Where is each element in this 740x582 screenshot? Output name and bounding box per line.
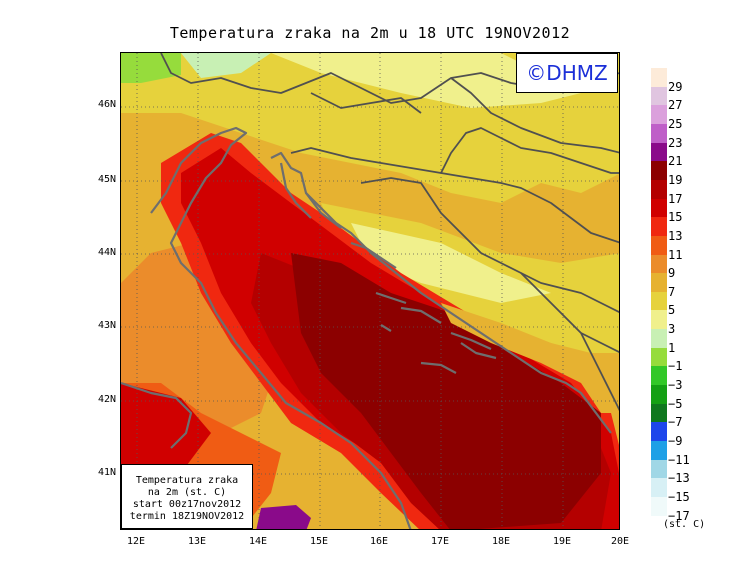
lat-tick-43n: 43N	[97, 320, 116, 331]
lon-tick-17e: 17E	[430, 536, 450, 547]
legend-swatch	[651, 217, 667, 237]
field-nw-pale-green	[181, 53, 271, 78]
legend-swatch	[651, 366, 667, 386]
legend-label: 13	[668, 228, 683, 243]
legend-label: −7	[668, 415, 683, 430]
lat-tick-44n: 44N	[97, 247, 116, 258]
lat-tick-42n: 42N	[97, 394, 116, 405]
legend-swatch	[651, 291, 667, 311]
lon-tick-19e: 19E	[552, 536, 572, 547]
lon-tick-13e: 13E	[187, 536, 207, 547]
lat-tick-46n: 46N	[97, 99, 116, 110]
legend-swatch	[651, 310, 667, 330]
legend-label: 15	[668, 210, 683, 225]
legend-label: −9	[668, 434, 683, 448]
legend-swatch	[651, 422, 667, 442]
field-italy-south-red	[121, 383, 211, 483]
lon-tick-20e: 20E	[610, 536, 630, 547]
legend-label: 29	[668, 79, 683, 94]
legend-label: 25	[668, 116, 683, 131]
legend-swatch	[651, 123, 667, 144]
info-line-1: Temperatura zraka	[135, 475, 239, 486]
legend-swatch	[651, 441, 667, 461]
dhmz-logo: ©DHMZ	[516, 53, 618, 93]
legend-label: 11	[668, 247, 683, 262]
field-purple-patch	[256, 505, 311, 529]
field-nw-green	[121, 53, 181, 83]
legend-label: −1	[668, 359, 683, 374]
legend-label: −17	[668, 508, 690, 523]
field-north-pale	[271, 53, 581, 108]
legend-label: −5	[668, 396, 683, 411]
legend-label: 21	[668, 154, 683, 169]
lon-tick-16e: 16E	[369, 536, 389, 547]
legend-swatch	[651, 142, 667, 162]
field-balkan-coast	[441, 303, 619, 413]
legend-label: 1	[668, 340, 676, 355]
legend-swatch	[651, 347, 667, 367]
legend-swatch	[651, 198, 667, 218]
legend-label: −3	[668, 378, 683, 393]
legend-label: 3	[668, 322, 676, 337]
info-line-2: na 2m (st. C)	[147, 487, 227, 498]
legend-label: 9	[668, 266, 676, 281]
legend-swatch	[651, 385, 667, 405]
legend-swatch	[651, 403, 667, 423]
legend-swatch	[651, 254, 667, 274]
legend-swatch	[651, 329, 667, 349]
legend-label: 7	[668, 284, 676, 299]
lat-tick-41n: 41N	[97, 467, 116, 478]
map-title: Temperatura zraka na 2m u 18 UTC 19NOV20…	[169, 24, 571, 42]
field-inland-pale	[351, 223, 551, 303]
legend-swatch	[651, 235, 667, 255]
legend-units: (st. C)	[663, 519, 706, 530]
lon-tick-15e: 15E	[309, 536, 329, 547]
legend-label: 5	[668, 303, 676, 318]
info-line-4: termin 18Z19NOV2012	[129, 511, 245, 522]
temperature-map	[120, 52, 620, 530]
legend-swatch	[651, 161, 667, 181]
legend-label: −13	[668, 471, 690, 486]
legend-label: 23	[668, 135, 683, 150]
legend-swatch	[651, 179, 667, 200]
legend-swatch	[651, 459, 667, 479]
lon-tick-14e: 14E	[248, 536, 268, 547]
legend-label: 27	[668, 98, 683, 113]
info-box: Temperatura zraka na 2m (st. C) start 00…	[121, 464, 253, 529]
lat-tick-45n: 45N	[97, 174, 116, 185]
legend-swatch	[651, 478, 667, 498]
field-adriatic-core	[291, 253, 601, 529]
info-line-3: start 00z17nov2012	[132, 499, 242, 510]
legend-swatch	[651, 273, 667, 293]
legend-label: 17	[668, 191, 683, 206]
legend-swatch	[651, 105, 667, 125]
lon-tick-18e: 18E	[491, 536, 511, 547]
legend-label: −11	[668, 452, 690, 467]
legend-label: −15	[668, 489, 690, 504]
graticule	[121, 53, 619, 529]
legend-swatch	[651, 68, 667, 88]
legend-swatch	[651, 496, 667, 517]
map-canvas	[121, 53, 619, 529]
coastline	[121, 126, 612, 529]
legend-swatch	[651, 86, 667, 106]
lon-tick-12e: 12E	[126, 536, 146, 547]
legend-label: 19	[668, 172, 683, 187]
